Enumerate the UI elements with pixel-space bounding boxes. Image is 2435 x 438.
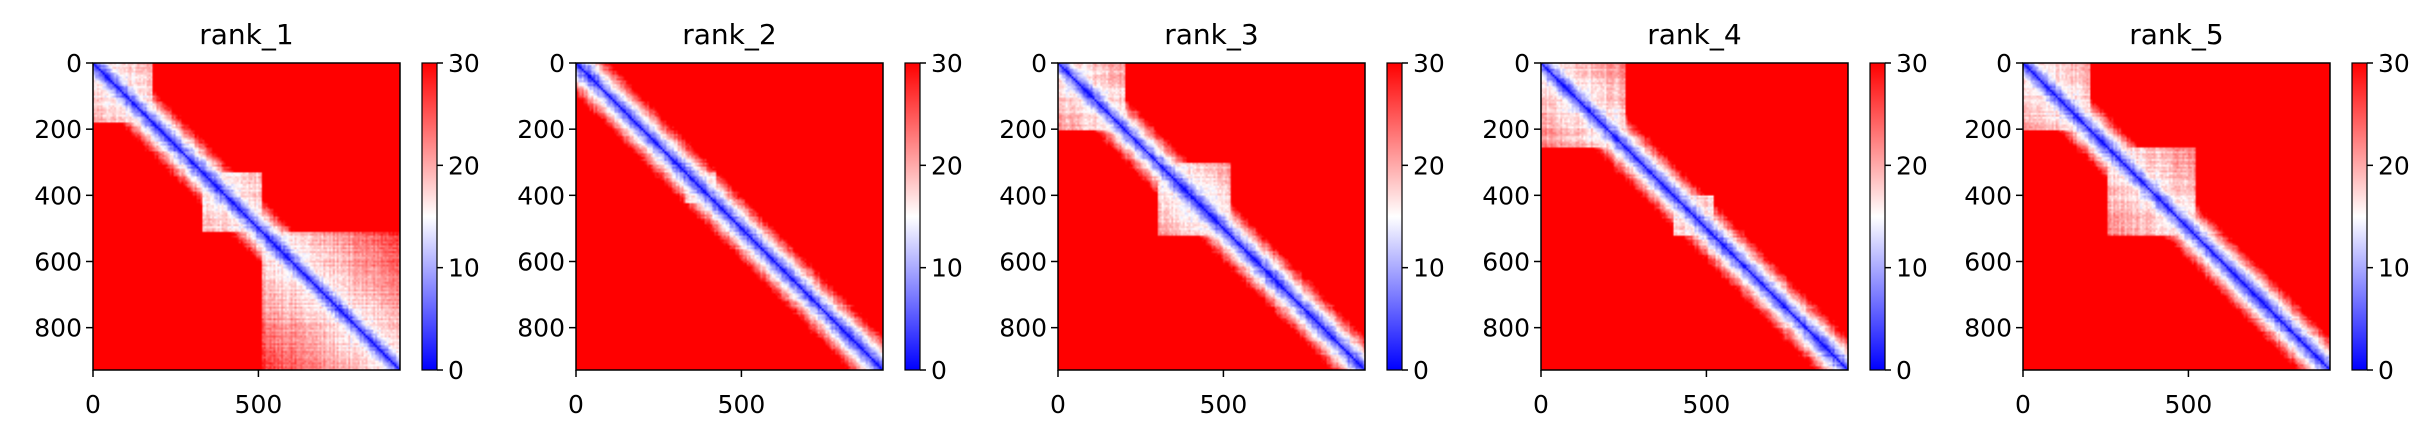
colorbar-tick-label: 20 <box>1896 151 1928 180</box>
heatmap-image <box>93 63 400 370</box>
colorbar-tick-label: 30 <box>931 49 963 78</box>
heatmap-image <box>2023 63 2330 370</box>
colorbar-tick-label: 10 <box>1413 254 1445 283</box>
y-tick-label: 0 <box>1514 49 1530 78</box>
panel-rank_3: rank_3 0 200 400 600 800 0 500 0 10 20 30 <box>999 18 1445 419</box>
colorbar <box>1386 62 1403 371</box>
panel-title: rank_5 <box>2129 18 2223 51</box>
y-tick-label: 600 <box>517 247 565 276</box>
x-tick-label: 500 <box>235 390 283 419</box>
colorbar <box>2351 62 2368 371</box>
x-tick-label: 0 <box>568 390 584 419</box>
panel-rank_2: rank_2 0 200 400 600 800 0 500 0 10 20 30 <box>517 18 963 419</box>
panel-title: rank_2 <box>682 18 776 51</box>
plot-frame <box>2022 62 2331 371</box>
x-tick-label: 0 <box>1050 390 1066 419</box>
y-tick-label: 200 <box>34 115 82 144</box>
colorbar-tick-label: 10 <box>2378 254 2410 283</box>
plot-frame <box>575 62 884 371</box>
y-tick-label: 200 <box>517 115 565 144</box>
colorbar <box>421 62 438 371</box>
colorbar-tick-label: 20 <box>1413 151 1445 180</box>
y-tick-label: 600 <box>34 247 82 276</box>
panel-rank_1: rank_1 0 200 400 600 800 0 500 0 10 20 30 <box>34 18 480 419</box>
colorbar-tick-label: 30 <box>1896 49 1928 78</box>
y-tick-label: 200 <box>1964 115 2012 144</box>
y-tick-label: 800 <box>999 314 1047 343</box>
y-tick-label: 400 <box>34 181 82 210</box>
y-tick-label: 400 <box>1482 181 1530 210</box>
colorbar-tick-label: 30 <box>448 49 480 78</box>
colorbar-tick-label: 0 <box>931 356 947 385</box>
panel-title: rank_4 <box>1647 18 1741 51</box>
colorbar-tick-label: 10 <box>1896 254 1928 283</box>
panel-rank_5: rank_5 0 200 400 600 800 0 500 0 10 20 30 <box>1964 18 2410 419</box>
x-tick-label: 500 <box>1200 390 1248 419</box>
heatmap-image <box>576 63 883 370</box>
colorbar-tick-label: 0 <box>1413 356 1429 385</box>
y-tick-label: 800 <box>1964 314 2012 343</box>
colorbar <box>904 62 921 371</box>
x-tick-label: 500 <box>718 390 766 419</box>
y-tick-label: 600 <box>999 247 1047 276</box>
panel-rank_4: rank_4 0 200 400 600 800 0 500 0 10 20 30 <box>1482 18 1928 419</box>
x-tick-label: 500 <box>2165 390 2213 419</box>
colorbar <box>1869 62 1886 371</box>
heatmap-image <box>1541 63 1848 370</box>
plot-frame <box>1057 62 1366 371</box>
colorbar-tick-label: 30 <box>2378 49 2410 78</box>
y-tick-label: 0 <box>1996 49 2012 78</box>
y-tick-label: 800 <box>34 314 82 343</box>
colorbar-tick-label: 0 <box>1896 356 1912 385</box>
y-tick-label: 400 <box>517 181 565 210</box>
colorbar-tick-label: 0 <box>448 356 464 385</box>
panel-title: rank_3 <box>1164 18 1258 51</box>
y-tick-label: 600 <box>1964 247 2012 276</box>
y-tick-label: 400 <box>999 181 1047 210</box>
x-tick-label: 0 <box>85 390 101 419</box>
panel-title: rank_1 <box>199 18 293 51</box>
y-tick-label: 600 <box>1482 247 1530 276</box>
y-tick-label: 800 <box>517 314 565 343</box>
colorbar-tick-label: 20 <box>2378 151 2410 180</box>
x-tick-label: 0 <box>1533 390 1549 419</box>
y-tick-label: 200 <box>999 115 1047 144</box>
colorbar-tick-label: 10 <box>448 254 480 283</box>
colorbar-tick-label: 20 <box>931 151 963 180</box>
y-tick-label: 0 <box>66 49 82 78</box>
x-tick-label: 0 <box>2015 390 2031 419</box>
heatmap-image <box>1058 63 1365 370</box>
plot-frame <box>92 62 401 371</box>
y-tick-label: 200 <box>1482 115 1530 144</box>
y-tick-label: 0 <box>1031 49 1047 78</box>
y-tick-label: 400 <box>1964 181 2012 210</box>
plot-frame <box>1540 62 1849 371</box>
colorbar-tick-label: 20 <box>448 151 480 180</box>
colorbar-tick-label: 30 <box>1413 49 1445 78</box>
y-tick-label: 0 <box>549 49 565 78</box>
colorbar-tick-label: 0 <box>2378 356 2394 385</box>
colorbar-tick-label: 10 <box>931 254 963 283</box>
y-tick-label: 800 <box>1482 314 1530 343</box>
x-tick-label: 500 <box>1683 390 1731 419</box>
